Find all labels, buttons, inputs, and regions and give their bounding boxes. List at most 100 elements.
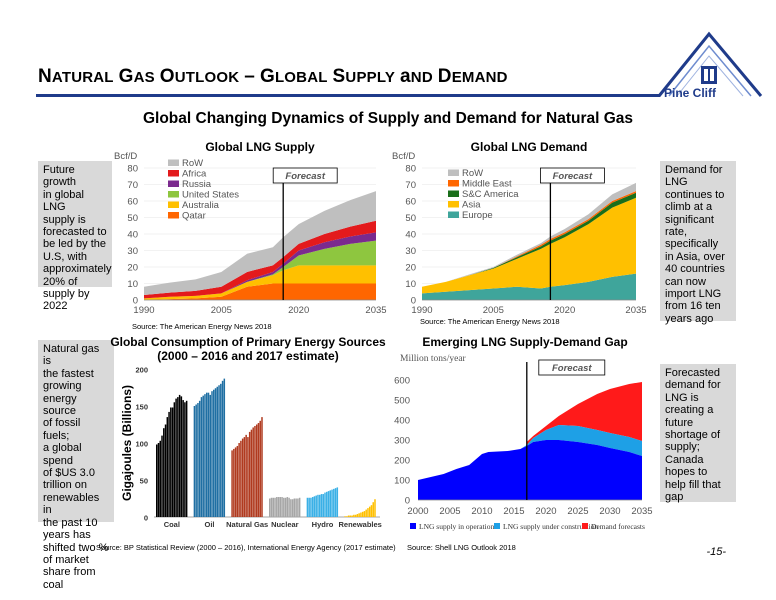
area-series	[144, 191, 376, 296]
bar	[233, 448, 235, 517]
bar	[295, 498, 297, 517]
bar	[365, 509, 367, 517]
forecast-box	[539, 167, 605, 184]
bar	[354, 514, 357, 517]
bar	[164, 424, 167, 517]
legend-swatch	[448, 190, 459, 197]
legend-label: S&C America	[462, 189, 519, 200]
bar	[211, 391, 213, 517]
bar	[269, 498, 271, 517]
x-tick-label: 2005	[483, 305, 504, 316]
bar	[159, 440, 162, 517]
bar	[368, 506, 371, 517]
bar	[272, 497, 275, 517]
legend-swatch	[448, 180, 459, 187]
bar	[327, 491, 330, 517]
bar	[298, 497, 301, 517]
bar	[306, 497, 309, 517]
forecast-label: Forecast	[552, 363, 592, 374]
bar	[250, 429, 253, 517]
title-rule	[36, 94, 660, 97]
bar	[329, 490, 332, 517]
bar	[166, 417, 169, 517]
bar	[261, 417, 263, 517]
bar	[193, 406, 196, 517]
y-tick-label: 70	[127, 180, 138, 191]
bar	[184, 402, 186, 517]
chart-title: Emerging LNG Supply-Demand Gap	[422, 335, 627, 349]
bar	[248, 431, 251, 517]
legend-label: United States	[182, 190, 239, 201]
bar	[197, 403, 199, 517]
x-tick-label: 2015	[503, 506, 524, 517]
legend-swatch	[410, 523, 416, 529]
area-series	[422, 192, 636, 287]
y-axis-label: Gigajoules (Billions)	[120, 385, 134, 501]
x-tick-label: 2035	[631, 506, 652, 517]
bar	[370, 505, 373, 517]
bar	[223, 378, 226, 517]
bar	[308, 497, 310, 517]
y-tick-label: 0	[405, 496, 410, 507]
bar	[218, 385, 220, 517]
bar	[198, 400, 201, 517]
bar	[351, 515, 353, 517]
bar	[367, 508, 369, 517]
legend-label: LNG supply in operation	[419, 522, 494, 531]
y-tick-label: 0	[133, 296, 138, 307]
y-tick-label: 80	[405, 164, 416, 175]
y-tick-label: 500	[394, 396, 410, 407]
forecast-box	[538, 359, 606, 376]
bar	[163, 428, 165, 517]
bar	[333, 488, 335, 517]
legend-swatch	[168, 201, 179, 208]
bar	[257, 423, 260, 517]
bar	[161, 435, 163, 517]
area-series	[422, 197, 636, 294]
legend-swatch	[494, 523, 500, 529]
x-tick-label: 2020	[288, 305, 309, 316]
bar	[317, 494, 319, 517]
chart-lng-supply: Global LNG Supply Bcf/D 0 10 20 30 40 50 60 70 80 1…	[114, 140, 387, 316]
bar	[175, 398, 177, 517]
bar	[243, 437, 246, 517]
bar	[220, 383, 222, 517]
y-tick-label: 10	[127, 279, 138, 290]
bar	[284, 497, 287, 517]
legend-label: Australia	[182, 200, 220, 211]
x-tick-label: 2010	[471, 506, 492, 517]
bar	[277, 497, 280, 517]
bar	[245, 434, 247, 517]
bar	[374, 499, 376, 517]
note-energy: Natural gas is the fastest growing energ…	[38, 340, 114, 591]
y-axis-unit: Bcf/D	[392, 151, 415, 162]
bar	[255, 424, 258, 517]
legend-swatch	[448, 211, 459, 218]
x-tick-label: 2035	[365, 305, 386, 316]
chart-title: Global LNG Demand	[471, 140, 588, 154]
x-tick-label: Natural Gas	[226, 520, 268, 529]
bar	[349, 515, 352, 517]
bar	[241, 438, 244, 517]
bar	[207, 392, 210, 517]
source-energy: Source: BP Statistical Review (2000 – 20…	[96, 543, 396, 552]
y-tick-label: 100	[135, 440, 148, 449]
bar	[281, 497, 283, 517]
forecast-box	[272, 167, 338, 184]
x-tick-label: 2005	[211, 305, 232, 316]
x-tick-label: Renewables	[338, 520, 381, 529]
y-tick-label: 400	[394, 416, 410, 427]
bar	[182, 400, 184, 517]
bar	[347, 515, 350, 517]
y-tick-label: 50	[127, 213, 138, 224]
y-tick-label: 60	[405, 197, 416, 208]
y-tick-label: 40	[405, 230, 416, 241]
y-tick-label: 10	[405, 279, 416, 290]
bar	[353, 514, 355, 517]
bar	[170, 407, 172, 517]
x-tick-label: 2005	[439, 506, 460, 517]
x-tick-label: 2000	[407, 506, 428, 517]
y-tick-label: 200	[394, 456, 410, 467]
bar	[361, 511, 364, 517]
bar	[283, 497, 285, 517]
